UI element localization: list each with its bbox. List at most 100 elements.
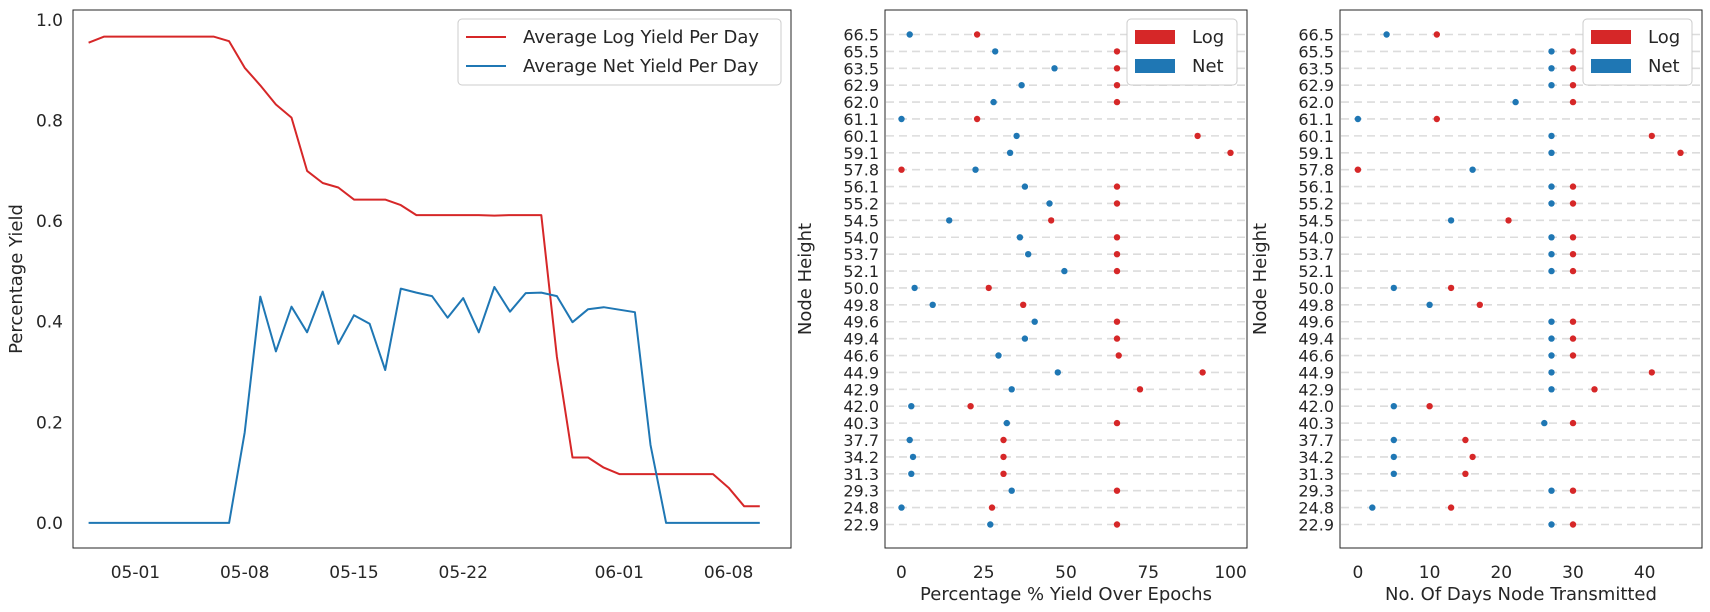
node-height-label: 62.0 — [1298, 93, 1334, 112]
data-point-net — [1008, 386, 1015, 393]
node-height-label: 57.8 — [1298, 161, 1334, 180]
data-point-log — [985, 284, 992, 292]
data-point-net — [1548, 200, 1555, 207]
node-height-label: 50.0 — [843, 279, 879, 298]
node-height-label: 63.5 — [1298, 59, 1334, 78]
node-height-label: 44.9 — [843, 363, 879, 382]
node-height-label: 22.9 — [843, 516, 879, 535]
data-point-net — [929, 301, 936, 308]
node-height-label: 46.6 — [843, 347, 879, 366]
data-point-log — [1227, 149, 1234, 156]
data-point-net — [906, 31, 913, 38]
data-point-log — [1000, 470, 1007, 477]
data-point-net — [1469, 166, 1476, 173]
data-point-log — [1569, 200, 1577, 207]
data-point-log — [1433, 115, 1441, 123]
data-point-net — [1447, 217, 1455, 224]
y-axis-label: Node Height — [795, 223, 816, 335]
x-tick-label: 40 — [1634, 563, 1656, 583]
data-point-log — [1469, 453, 1476, 461]
legend-swatch-patch — [1591, 30, 1631, 44]
dot-plot-frame-1 — [884, 9, 1248, 549]
legend-entry: Average Net Yield Per Day — [523, 56, 759, 77]
y-tick-label: 1.0 — [36, 11, 63, 31]
node-height-label: 49.6 — [843, 313, 879, 332]
data-point-net — [1548, 369, 1555, 376]
legend-swatch-patch — [1591, 59, 1631, 73]
node-height-label: 59.1 — [843, 144, 879, 163]
legend-swatch-patch — [1135, 59, 1175, 73]
node-height-label: 46.6 — [1298, 347, 1334, 366]
data-point-net — [987, 521, 994, 528]
data-point-net — [1390, 284, 1398, 292]
data-point-net — [1021, 183, 1029, 190]
node-height-label: 50.0 — [1298, 279, 1334, 298]
data-point-log — [1569, 98, 1577, 106]
data-point-log — [1115, 352, 1122, 359]
node-height-label: 65.5 — [1298, 42, 1334, 61]
data-point-net — [1548, 251, 1555, 258]
data-point-log — [1447, 284, 1455, 292]
data-point-net — [1548, 149, 1555, 156]
data-point-net — [1548, 267, 1555, 275]
data-point-net — [1548, 132, 1555, 140]
node-height-label: 62.9 — [1298, 76, 1334, 95]
data-point-log — [1569, 335, 1577, 342]
legend-entry: Log — [1648, 27, 1680, 48]
data-point-net — [1054, 369, 1062, 376]
node-height-label: 42.0 — [1298, 397, 1334, 416]
legend-entry: Net — [1192, 56, 1224, 77]
legend-box — [457, 18, 782, 86]
node-height-label: 29.3 — [843, 482, 879, 501]
data-point-log — [1113, 98, 1121, 106]
data-point-net — [1390, 436, 1398, 444]
data-point-net — [1548, 352, 1555, 359]
data-point-net — [1369, 504, 1376, 511]
x-tick-label: 50 — [1055, 563, 1077, 583]
data-point-net — [972, 166, 979, 173]
data-point-net — [990, 98, 997, 106]
data-point-net — [995, 352, 1002, 359]
x-tick-label: 05-15 — [329, 563, 378, 583]
data-point-log — [1569, 65, 1577, 72]
data-point-net — [1390, 453, 1398, 461]
data-point-log — [1591, 386, 1598, 393]
data-point-net — [1354, 115, 1362, 123]
data-point-log — [898, 166, 905, 173]
node-height-label: 55.2 — [1298, 194, 1334, 213]
node-height-label: 49.4 — [1298, 330, 1334, 349]
data-point-net — [898, 504, 905, 511]
data-point-log — [1194, 132, 1201, 140]
data-point-log — [988, 504, 996, 511]
y-tick-label: 0.4 — [36, 313, 63, 333]
node-height-label: 56.1 — [1298, 178, 1334, 197]
data-point-net — [1390, 470, 1398, 477]
data-point-log — [1000, 436, 1007, 444]
node-height-label: 66.5 — [1298, 26, 1334, 45]
y-axis-label: Node Height — [1250, 223, 1271, 335]
data-point-log — [1569, 419, 1577, 427]
node-height-label: 34.2 — [843, 448, 879, 467]
x-axis-label: No. Of Days Node Transmitted — [1385, 584, 1657, 605]
data-point-net — [1046, 200, 1053, 207]
node-height-label: 57.8 — [843, 161, 879, 180]
node-height-label: 37.7 — [1298, 431, 1334, 450]
node-height-label: 53.7 — [1298, 245, 1334, 264]
data-point-log — [1433, 31, 1441, 38]
node-height-label: 60.1 — [843, 127, 879, 146]
data-point-net — [1016, 234, 1024, 241]
data-point-log — [1476, 301, 1484, 308]
data-point-net — [1061, 267, 1068, 275]
node-height-label: 37.7 — [843, 431, 879, 450]
node-height-label: 22.9 — [1298, 516, 1334, 535]
data-point-net — [1512, 98, 1519, 106]
node-height-label: 44.9 — [1298, 363, 1334, 382]
node-height-label: 61.1 — [1298, 110, 1334, 129]
data-point-net — [1548, 318, 1555, 325]
legend-entry: Net — [1648, 56, 1680, 77]
x-tick-label: 20 — [1490, 563, 1512, 583]
node-height-label: 66.5 — [843, 26, 879, 45]
dot-plot-frame-2 — [1339, 9, 1703, 549]
data-point-net — [1018, 82, 1025, 89]
node-height-label: 54.5 — [1298, 211, 1334, 230]
